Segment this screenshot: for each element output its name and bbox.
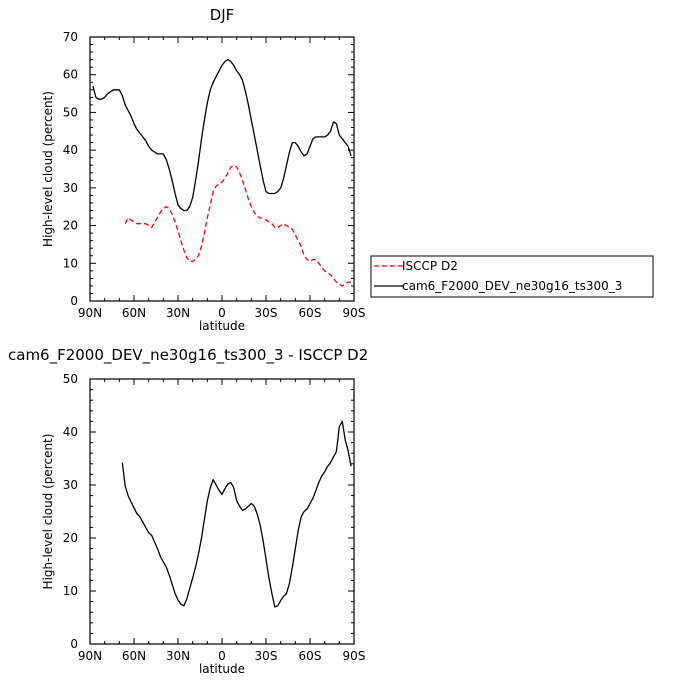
legend-label: ISCCP D2 (402, 259, 458, 273)
series-line-1 (124, 164, 352, 287)
x-tick-label: 60N (122, 649, 146, 663)
x-tick-label: 90S (343, 306, 366, 320)
chart-title: DJF (210, 6, 235, 24)
x-tick-label: 60N (122, 306, 146, 320)
y-tick-label: 60 (63, 68, 78, 82)
series-line-2 (92, 58, 352, 212)
y-tick-label: 20 (63, 219, 78, 233)
x-tick-label: 60S (299, 306, 322, 320)
x-tick-label: 90N (78, 649, 102, 663)
y-tick-label: 50 (63, 372, 78, 386)
plot-frame (89, 378, 355, 645)
plot-frame (89, 36, 355, 302)
legend-label: cam6_F2000_DEV_ne30g16_ts300_3 (402, 279, 622, 293)
x-tick-label: 90S (343, 649, 366, 663)
x-axis-label: latitude (199, 662, 245, 676)
x-tick-label: 60S (299, 649, 322, 663)
y-tick-label: 10 (63, 256, 78, 270)
legend-box (370, 255, 654, 298)
x-tick-label: 90N (78, 306, 102, 320)
y-tick-label: 0 (70, 294, 78, 308)
y-tick-label: 40 (63, 425, 78, 439)
y-tick-label: 30 (63, 181, 78, 195)
y-tick-label: 30 (63, 478, 78, 492)
y-axis-label: High-level cloud (percent) (41, 91, 55, 247)
x-tick-label: 0 (218, 306, 226, 320)
y-tick-label: 70 (63, 30, 78, 44)
chart-2: cam6_F2000_DEV_ne30g16_ts300_3 - ISCCP D… (8, 346, 368, 676)
x-tick-label: 30S (255, 306, 278, 320)
x-tick-label: 30N (166, 306, 190, 320)
y-tick-label: 40 (63, 143, 78, 157)
legend: ISCCP D2 cam6_F2000_DEV_ne30g16_ts300_3 (370, 255, 654, 298)
series-line-1 (121, 420, 352, 608)
x-tick-label: 30N (166, 649, 190, 663)
y-tick-label: 20 (63, 531, 78, 545)
x-tick-label: 0 (218, 649, 226, 663)
x-tick-label: 30S (255, 649, 278, 663)
y-tick-label: 10 (63, 584, 78, 598)
y-tick-label: 0 (70, 637, 78, 651)
x-axis-label: latitude (199, 319, 245, 333)
y-axis-label: High-level cloud (percent) (41, 434, 55, 590)
chart-title: cam6_F2000_DEV_ne30g16_ts300_3 - ISCCP D… (8, 346, 368, 365)
chart-1: DJF 90N 60N 30N 0 30S 60S 90S 0 10 20 30 40 50 60 70 lat… (41, 6, 654, 333)
y-tick-label: 50 (63, 105, 78, 119)
